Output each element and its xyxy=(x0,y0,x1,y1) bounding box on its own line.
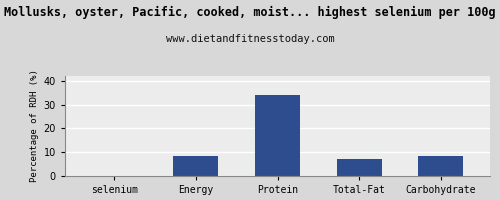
Bar xyxy=(255,95,300,176)
Y-axis label: Percentage of RDH (%): Percentage of RDH (%) xyxy=(30,70,40,182)
Bar xyxy=(337,159,382,176)
Bar xyxy=(174,156,218,176)
Bar xyxy=(418,156,464,176)
Text: Mollusks, oyster, Pacific, cooked, moist... highest selenium per 100g: Mollusks, oyster, Pacific, cooked, moist… xyxy=(4,6,496,19)
Text: www.dietandfitnesstoday.com: www.dietandfitnesstoday.com xyxy=(166,34,334,44)
